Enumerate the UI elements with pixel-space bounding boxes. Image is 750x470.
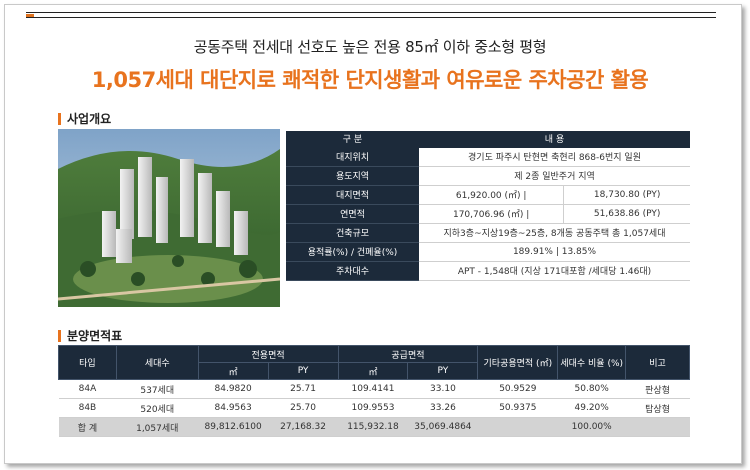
overview-row: 대지면적 61,920.00 (㎡) | 18,730.80 (PY): [286, 185, 690, 205]
overview-header-content: 내 용: [419, 131, 690, 148]
overview-value-sqm: 170,706.96 (㎡) |: [419, 204, 564, 224]
cell-ex-sqm: 84.9820: [198, 379, 269, 399]
overview-value: APT - 1,548대 (지상 171대포함 /세대당 1.46대): [419, 261, 690, 281]
headline: 공동주택 전세대 선호도 높은 전용 85㎡ 이하 중소형 평형: [193, 38, 547, 56]
cell-sup-py: 35,069.4864: [407, 417, 478, 437]
cell-type: 84B: [58, 398, 117, 418]
cell-ex-py: 25.70: [268, 398, 339, 418]
overview-table: 구 분 내 용 대지위치 경기도 파주시 탄현면 축현리 868-6번지 일원 …: [286, 131, 690, 281]
overview-label: 연면적: [286, 204, 419, 224]
headline-highlight: 1,057세대 대단지로 쾌적한 단지생활과 여유로운 주차공간 활용: [91, 68, 649, 92]
cell-type: 합 계: [58, 417, 117, 437]
overview-row: 건축규모 지하3층~지상19층~25층, 8개동 공동주택 총 1,057세대: [286, 223, 690, 243]
cell-units: 537세대: [116, 379, 199, 399]
overview-label: 용적률(%) / 건폐율(%): [286, 242, 419, 262]
overview-value: 경기도 파주시 탄현면 축현리 868-6번지 일원: [419, 147, 690, 167]
section-title-overview: 사업개요: [58, 113, 111, 125]
area-header-ratio: 세대수 비율 (%): [557, 345, 627, 380]
cell-ratio: 50.80%: [557, 379, 626, 399]
cell-sup-py: 33.26: [407, 398, 478, 418]
table-total-row: 합 계 1,057세대 89,812.6100 27,168.32 115,93…: [58, 417, 690, 437]
area-subheader-py: PY: [407, 362, 479, 380]
cell-sup-sqm: 115,932.18: [338, 417, 408, 437]
cell-ratio: 100.00%: [557, 417, 626, 437]
section-title-area: 분양면적표: [58, 330, 122, 342]
overview-row: 용적률(%) / 건폐율(%) 189.91% | 13.85%: [286, 242, 690, 262]
overview-header-row: 구 분 내 용: [286, 131, 690, 148]
cell-common: 50.9529: [477, 379, 558, 399]
overview-row: 대지위치 경기도 파주시 탄현면 축현리 868-6번지 일원: [286, 147, 690, 167]
cell-sup-sqm: 109.9553: [338, 398, 408, 418]
area-subheader-sqm: ㎡: [197, 362, 269, 380]
overview-label: 용도지역: [286, 166, 419, 186]
overview-value: 189.91% | 13.85%: [419, 242, 690, 262]
cell-units: 520세대: [116, 398, 199, 418]
cell-ex-sqm: 89,812.6100: [198, 417, 269, 437]
overview-row: 주차대수 APT - 1,548대 (지상 171대포함 /세대당 1.46대): [286, 261, 690, 281]
overview-label: 대지면적: [286, 185, 419, 205]
complex-rendering-image: [58, 129, 280, 307]
area-table: 타입 세대수 전용면적 공급면적 기타공용면적 (㎡) 세대수 비율 (%) 비…: [58, 345, 690, 437]
area-header-common: 기타공용면적 (㎡): [477, 345, 559, 380]
area-header-type: 타입: [58, 345, 117, 380]
area-header-units: 세대수: [115, 345, 199, 380]
cell-note: 판상형: [625, 379, 690, 399]
overview-value-sqm: 61,920.00 (㎡) |: [419, 185, 564, 205]
overview-label: 건축규모: [286, 223, 419, 243]
area-subheader-sqm: ㎡: [337, 362, 409, 380]
area-subheader-row: ㎡ PY ㎡ PY: [59, 362, 690, 380]
table-row: 84B 520세대 84.9563 25.70 109.9553 33.26 5…: [58, 398, 690, 418]
cell-ex-py: 25.71: [268, 379, 339, 399]
cell-note: 탑상형: [625, 398, 690, 418]
cell-common: 50.9375: [477, 398, 558, 418]
area-header-row: 타입 세대수 전용면적 공급면적 기타공용면적 (㎡) 세대수 비율 (%) 비…: [58, 345, 690, 380]
complex-rendering-art: [58, 129, 280, 307]
cell-type: 84A: [58, 379, 117, 399]
overview-value: 지하3층~지상19층~25층, 8개동 공동주택 총 1,057세대: [419, 223, 690, 243]
overview-value: 제 2종 일반주거 지역: [419, 166, 690, 186]
cell-ratio: 49.20%: [557, 398, 626, 418]
table-row: 84A 537세대 84.9820 25.71 109.4141 33.10 5…: [58, 379, 690, 399]
cell-ex-py: 27,168.32: [268, 417, 339, 437]
cell-sup-py: 33.10: [407, 379, 478, 399]
top-rule: [26, 12, 716, 18]
area-header-note: 비고: [625, 345, 690, 380]
overview-label: 대지위치: [286, 147, 419, 167]
cell-note: [625, 417, 690, 437]
cell-sup-sqm: 109.4141: [338, 379, 408, 399]
area-subheader-py: PY: [267, 362, 339, 380]
top-rule-accent: [26, 14, 34, 17]
area-header-exclusive: 전용면적: [197, 345, 339, 363]
overview-row: 용도지역 제 2종 일반주거 지역: [286, 166, 690, 186]
overview-row: 연면적 170,706.96 (㎡) | 51,638.86 (PY): [286, 204, 690, 224]
overview-value-py: 51,638.86 (PY): [563, 204, 690, 224]
cell-units: 1,057세대: [116, 417, 199, 437]
overview-label: 주차대수: [286, 261, 419, 281]
overview-value-py: 18,730.80 (PY): [563, 185, 690, 205]
overview-header-category: 구 분: [286, 131, 419, 148]
cell-ex-sqm: 84.9563: [198, 398, 269, 418]
cell-common: [477, 417, 558, 437]
area-header-supply: 공급면적: [337, 345, 479, 363]
